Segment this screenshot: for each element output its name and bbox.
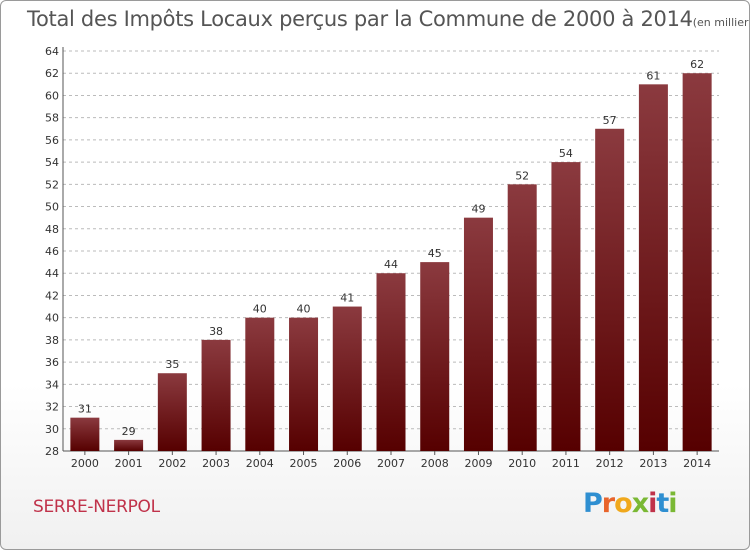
logo-letter: x [631,488,649,519]
bar [551,162,581,451]
y-tick-label: 46 [45,245,59,258]
y-tick-label: 64 [45,45,59,58]
x-tick-label: 2007 [377,457,405,470]
data-label: 54 [559,147,573,160]
y-tick-label: 38 [45,334,59,347]
bar [332,306,362,451]
logo-letter: t [656,488,669,519]
x-tick-label: 2002 [158,457,186,470]
x-tick-label: 2008 [421,457,449,470]
y-tick-label: 56 [45,134,59,147]
x-tick-label: 2000 [71,457,99,470]
bar [682,73,712,451]
y-tick-label: 36 [45,356,59,369]
y-tick-label: 50 [45,201,59,214]
data-label: 41 [340,292,354,305]
data-label: 49 [471,203,485,216]
y-tick-label: 34 [45,378,59,391]
chart-title-text: Total des Impôts Locaux perçus par la Co… [27,7,693,31]
proxiti-logo: Proxiti [583,488,678,519]
y-tick-label: 58 [45,112,59,125]
y-tick-label: 48 [45,223,59,236]
data-label: 35 [165,358,179,371]
commune-name: SERRE-NERPOL [33,497,160,517]
data-label: 52 [515,169,529,182]
x-tick-label: 2011 [552,457,580,470]
y-tick-label: 42 [45,289,59,302]
chart-title: Total des Impôts Locaux perçus par la Co… [27,7,749,31]
y-tick-label: 40 [45,312,59,325]
y-tick-label: 32 [45,401,59,414]
data-label: 62 [690,58,704,71]
data-label: 45 [428,247,442,260]
y-tick-label: 60 [45,89,59,102]
data-label: 44 [384,258,398,271]
bar [157,373,187,451]
bar [245,317,275,451]
x-tick-label: 2001 [115,457,143,470]
logo-letter: o [614,488,633,519]
logo-letter: P [583,488,603,519]
bar [70,417,100,451]
y-tick-label: 44 [45,267,59,280]
x-tick-label: 2004 [246,457,274,470]
bar [376,273,406,451]
bar [463,217,493,451]
x-tick-label: 2010 [508,457,536,470]
logo-letter: i [668,488,677,519]
x-tick-label: 2005 [290,457,318,470]
y-tick-label: 62 [45,67,59,80]
bar [507,184,537,452]
x-tick-label: 2013 [639,457,667,470]
data-label: 57 [603,114,617,127]
logo-letter: i [648,488,657,519]
bar [114,439,144,451]
y-tick-label: 54 [45,156,59,169]
bar [595,128,625,451]
data-label: 61 [646,69,660,82]
bar [638,84,668,451]
x-tick-label: 2006 [333,457,361,470]
x-tick-label: 2009 [464,457,492,470]
data-label: 40 [297,303,311,316]
logo-letter: r [601,488,615,519]
bar [201,339,231,451]
chart-title-unit: (en milliers d'€) [692,16,749,29]
bar [420,262,450,451]
y-tick-label: 28 [45,445,59,458]
x-tick-label: 2012 [596,457,624,470]
x-tick-label: 2014 [683,457,711,470]
data-label: 29 [122,425,136,438]
data-label: 40 [253,303,267,316]
y-tick-label: 52 [45,178,59,191]
y-tick-label: 30 [45,423,59,436]
bar [289,317,319,451]
data-label: 38 [209,325,223,338]
data-label: 31 [78,403,92,416]
x-tick-label: 2003 [202,457,230,470]
